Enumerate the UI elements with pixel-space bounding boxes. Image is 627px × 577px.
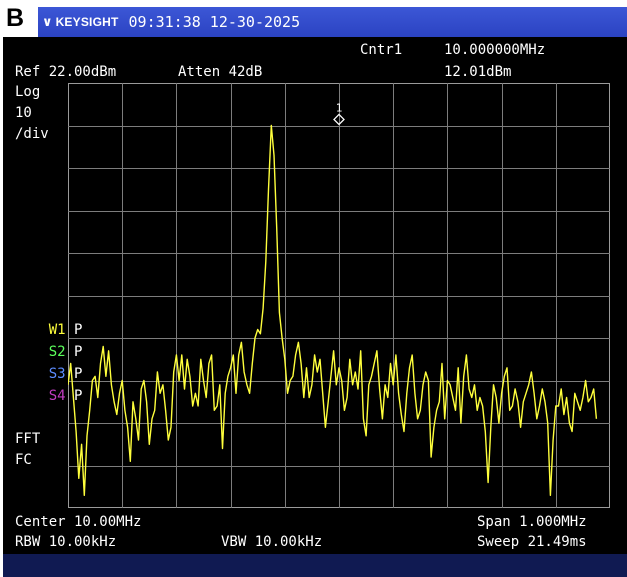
scale-value: 10 bbox=[15, 105, 32, 121]
trace-id: W1 bbox=[48, 322, 66, 338]
trace-s3: S3 P bbox=[15, 350, 83, 398]
trace-w1: W1 P bbox=[15, 306, 83, 354]
trace-layer bbox=[68, 124, 598, 496]
status-strip bbox=[3, 554, 627, 577]
trace-s2: S2 P bbox=[15, 328, 83, 376]
scale-mode: Log bbox=[15, 84, 41, 100]
reference-level: Ref 22.00dBm bbox=[15, 64, 117, 80]
attenuation: Atten 42dB bbox=[178, 64, 263, 80]
analyzer-screen: Cntr1 10.000000MHz Ref 22.00dBm Atten 42… bbox=[3, 37, 627, 554]
center-frequency: Center 10.00MHz bbox=[15, 514, 142, 530]
marker-diamond-icon[interactable] bbox=[333, 113, 345, 126]
trace-mode: P bbox=[74, 344, 83, 360]
scale-unit: /div bbox=[15, 126, 49, 142]
trace-id: S2 bbox=[48, 344, 66, 360]
trace-id: S4 bbox=[48, 388, 66, 404]
spectrum-trace bbox=[68, 124, 598, 496]
trace-mode: P bbox=[74, 322, 83, 338]
fft-label: FFT bbox=[15, 431, 41, 447]
fc-label: FC bbox=[15, 452, 32, 468]
spectrum-plot: 1 bbox=[68, 83, 610, 508]
title-bar: ∨ KEYSIGHT 09:31:38 12-30-2025 bbox=[38, 7, 627, 37]
marker-frequency: 10.000000MHz bbox=[444, 42, 546, 58]
date-time: 09:31:38 12-30-2025 bbox=[128, 13, 301, 31]
span: Span 1.000MHz bbox=[477, 514, 587, 530]
vbw: VBW 10.00kHz bbox=[221, 534, 323, 550]
rbw: RBW 10.00kHz bbox=[15, 534, 117, 550]
panel-label: B bbox=[6, 4, 25, 32]
keysight-wave-icon: ∨ bbox=[42, 14, 53, 30]
brand-name: KEYSIGHT bbox=[55, 15, 119, 29]
spectrum-display: 1 bbox=[68, 83, 610, 508]
marker-number: 1 bbox=[336, 101, 343, 114]
trace-mode: P bbox=[74, 366, 83, 382]
marker-label: Cntr1 bbox=[360, 42, 403, 58]
marker-amplitude: 12.01dBm bbox=[444, 64, 512, 80]
trace-id: S3 bbox=[48, 366, 66, 382]
trace-mode: P bbox=[74, 388, 83, 404]
trace-s4: S4 P bbox=[15, 372, 83, 420]
marker-layer: 1 bbox=[333, 101, 345, 126]
sweep-time: Sweep 21.49ms bbox=[477, 534, 587, 550]
